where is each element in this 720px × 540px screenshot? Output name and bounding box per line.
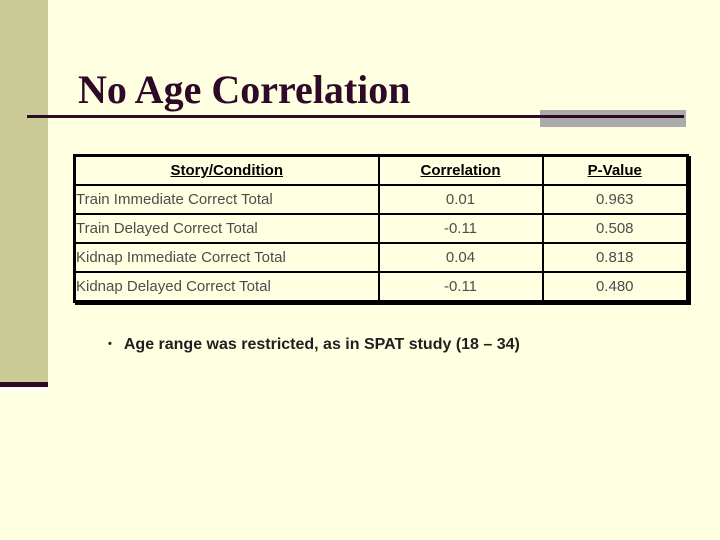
condition-cell: Kidnap Immediate Correct Total (73, 242, 380, 273)
correlation-cell: -0.11 (377, 271, 544, 303)
table-row: Train Delayed Correct Total -0.11 0.508 (73, 213, 689, 244)
correlation-table: Story/Condition Correlation P-Value Trai… (73, 154, 689, 303)
table-row: Kidnap Delayed Correct Total -0.11 0.480 (73, 271, 689, 303)
bullet-item: • Age range was restricted, as in SPAT s… (108, 336, 520, 354)
correlation-cell: 0.01 (377, 184, 544, 215)
left-accent-band (0, 0, 48, 382)
slide-title: No Age Correlation (78, 66, 411, 112)
table-row: Kidnap Immediate Correct Total 0.04 0.81… (73, 242, 689, 273)
table-row: Train Immediate Correct Total 0.01 0.963 (73, 184, 689, 215)
col-header-story-condition: Story/Condition (73, 154, 380, 186)
condition-cell: Train Delayed Correct Total (73, 213, 380, 244)
bullet-dot-icon: • (108, 338, 112, 350)
p-value-cell: 0.963 (541, 184, 689, 215)
left-accent-white-bar (0, 387, 48, 392)
correlation-cell: -0.11 (377, 213, 544, 244)
condition-cell: Kidnap Delayed Correct Total (73, 271, 380, 303)
col-header-p-value: P-Value (541, 154, 689, 186)
p-value-cell: 0.508 (541, 213, 689, 244)
table-header-row: Story/Condition Correlation P-Value (73, 154, 689, 186)
col-header-correlation: Correlation (377, 154, 544, 186)
condition-cell: Train Immediate Correct Total (73, 184, 380, 215)
p-value-cell: 0.818 (541, 242, 689, 273)
left-accent-purple-bar (0, 382, 48, 387)
correlation-cell: 0.04 (377, 242, 544, 273)
title-gray-accent-bar (540, 110, 686, 127)
title-underline-rule (27, 115, 684, 118)
bullet-text: Age range was restricted, as in SPAT stu… (123, 336, 520, 353)
p-value-cell: 0.480 (541, 271, 689, 303)
